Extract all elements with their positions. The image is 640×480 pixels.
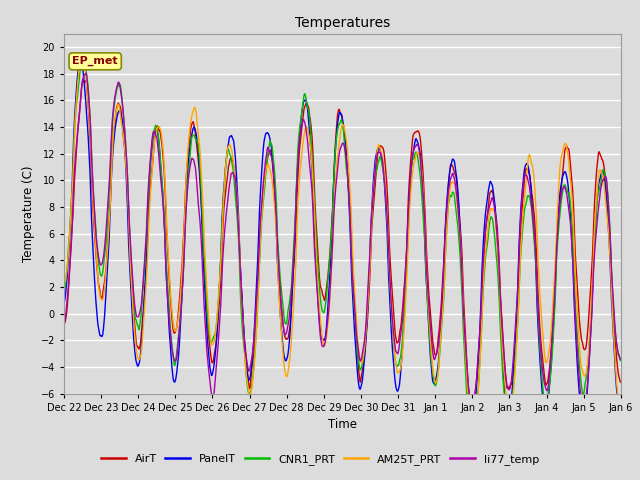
CNR1_PRT xyxy=(246,389,254,395)
li77_temp xyxy=(429,352,437,358)
CNR1_PRT xyxy=(80,56,88,61)
Legend: AirT, PanelT, CNR1_PRT, AM25T_PRT, li77_temp: AirT, PanelT, CNR1_PRT, AM25T_PRT, li77_… xyxy=(97,450,543,469)
AM25T_PRT xyxy=(552,257,559,263)
li77_temp xyxy=(552,274,559,279)
PanelT xyxy=(502,404,510,409)
AM25T_PRT xyxy=(429,369,437,375)
Line: li77_temp: li77_temp xyxy=(64,73,621,408)
AirT xyxy=(184,150,192,156)
li77_temp xyxy=(502,379,510,384)
AirT xyxy=(429,341,437,347)
PanelT xyxy=(184,162,192,168)
CNR1_PRT xyxy=(617,358,625,363)
PanelT xyxy=(468,418,476,423)
CNR1_PRT xyxy=(171,363,179,369)
CNR1_PRT xyxy=(429,373,437,379)
AirT xyxy=(171,330,179,336)
li77_temp xyxy=(617,356,625,361)
AM25T_PRT xyxy=(77,58,85,63)
Line: CNR1_PRT: CNR1_PRT xyxy=(64,59,621,440)
li77_temp xyxy=(468,405,476,411)
PanelT xyxy=(552,277,559,283)
Line: PanelT: PanelT xyxy=(64,60,621,420)
Line: AirT: AirT xyxy=(64,81,621,408)
AirT xyxy=(81,78,89,84)
CNR1_PRT xyxy=(552,291,559,297)
li77_temp xyxy=(171,358,179,364)
CNR1_PRT xyxy=(470,437,477,443)
CNR1_PRT xyxy=(502,409,510,415)
CNR1_PRT xyxy=(60,287,68,292)
AM25T_PRT xyxy=(246,391,254,397)
li77_temp xyxy=(184,178,192,184)
AirT xyxy=(502,378,510,384)
AirT xyxy=(468,405,476,410)
PanelT xyxy=(617,399,625,405)
PanelT xyxy=(429,379,437,385)
Title: Temperatures: Temperatures xyxy=(295,16,390,30)
PanelT xyxy=(171,379,179,385)
CNR1_PRT xyxy=(184,173,192,179)
X-axis label: Time: Time xyxy=(328,418,357,431)
AM25T_PRT xyxy=(468,431,476,437)
PanelT xyxy=(77,57,84,62)
Line: AM25T_PRT: AM25T_PRT xyxy=(64,60,621,434)
AM25T_PRT xyxy=(617,408,625,414)
AirT xyxy=(60,322,68,327)
li77_temp xyxy=(246,363,254,369)
Text: EP_met: EP_met xyxy=(72,56,118,66)
li77_temp xyxy=(82,70,90,76)
PanelT xyxy=(60,299,68,305)
Y-axis label: Temperature (C): Temperature (C) xyxy=(22,165,35,262)
li77_temp xyxy=(60,321,68,327)
AirT xyxy=(552,281,559,287)
PanelT xyxy=(246,372,254,378)
AirT xyxy=(246,380,254,386)
AirT xyxy=(617,379,625,385)
AM25T_PRT xyxy=(184,142,192,148)
AM25T_PRT xyxy=(502,397,510,403)
AM25T_PRT xyxy=(60,278,68,284)
AM25T_PRT xyxy=(171,328,179,334)
